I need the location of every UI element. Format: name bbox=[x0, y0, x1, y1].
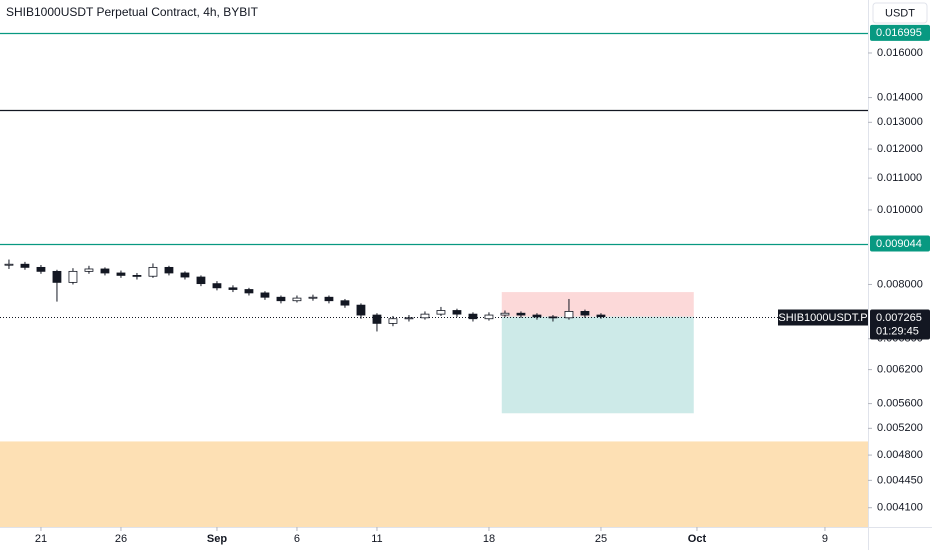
candle-body bbox=[116, 272, 126, 276]
candle-body bbox=[420, 313, 430, 319]
candle-body bbox=[148, 266, 158, 277]
candle-body bbox=[452, 310, 462, 315]
x-tick-label: 6 bbox=[294, 533, 300, 545]
price-label: 0.016995 bbox=[876, 27, 922, 39]
candle-body bbox=[580, 311, 590, 316]
y-tick-label: 0.010000 bbox=[877, 204, 923, 216]
axes: 0.016000 0.014000 0.013000 0.012000 0.011000… bbox=[35, 24, 930, 545]
candle-body bbox=[340, 300, 350, 306]
candle-body bbox=[292, 297, 302, 302]
y-tick-label: 0.013000 bbox=[877, 116, 923, 128]
candle-body bbox=[84, 268, 94, 272]
candle-body bbox=[260, 292, 270, 298]
x-tick-label: 26 bbox=[115, 533, 127, 545]
candle-body bbox=[228, 287, 238, 290]
target-area bbox=[501, 316, 694, 414]
candle-body bbox=[356, 304, 366, 316]
y-tick-label: 0.008000 bbox=[877, 278, 923, 290]
candle-body bbox=[164, 266, 174, 274]
x-tick-label: 18 bbox=[483, 533, 495, 545]
y-tick-label: 0.006200 bbox=[877, 364, 923, 376]
countdown-label: 01:29:45 bbox=[876, 325, 919, 337]
candle-body bbox=[372, 314, 382, 324]
candle-body bbox=[244, 289, 254, 294]
chart-title: SHIB1000USDT Perpetual Contract, 4h, BYB… bbox=[6, 5, 259, 19]
last-price-box bbox=[870, 309, 930, 340]
y-tick-label: 0.004450 bbox=[877, 474, 923, 486]
y-tick-label: 0.011000 bbox=[877, 172, 922, 184]
stop-area bbox=[501, 292, 694, 317]
y-tick-label: 0.012000 bbox=[877, 143, 923, 155]
candle-body bbox=[308, 296, 318, 299]
candle-body bbox=[388, 318, 398, 324]
candle-body bbox=[324, 296, 334, 302]
candle-body bbox=[212, 283, 222, 289]
candle-body bbox=[196, 276, 206, 285]
candle-body bbox=[436, 310, 446, 315]
candle-body bbox=[132, 275, 142, 277]
y-tick-label: 0.005600 bbox=[877, 397, 923, 409]
price-label-box bbox=[870, 235, 930, 252]
x-tick-label: Oct bbox=[688, 533, 707, 545]
x-tick-label: 21 bbox=[35, 533, 47, 545]
price-label-box bbox=[870, 24, 930, 41]
candle-body bbox=[532, 314, 542, 318]
candle-body bbox=[564, 311, 574, 319]
currency-button[interactable] bbox=[872, 2, 928, 24]
candle-body bbox=[484, 314, 494, 320]
candle-body bbox=[100, 268, 110, 274]
candle-body bbox=[4, 263, 14, 266]
candle-body bbox=[516, 312, 526, 316]
plot bbox=[0, 32, 868, 527]
y-tick-label: 0.004100 bbox=[877, 502, 923, 514]
zone bbox=[0, 441, 868, 527]
candle-body bbox=[68, 270, 78, 283]
price-label: 0.009044 bbox=[876, 238, 922, 250]
candle-body bbox=[20, 263, 30, 268]
candle-body bbox=[500, 312, 510, 316]
candle-body bbox=[180, 272, 190, 278]
candle-body bbox=[548, 316, 558, 319]
symbol-label: SHIB1000USDT.P bbox=[778, 312, 867, 324]
last-price-label: 0.007265 bbox=[876, 312, 922, 324]
candle-body bbox=[36, 266, 46, 272]
y-tick-label: 0.016000 bbox=[877, 47, 923, 59]
y-tick-label: 0.014000 bbox=[877, 91, 923, 103]
y-tick-label: 0.005200 bbox=[877, 422, 923, 434]
x-tick-label: Sep bbox=[207, 533, 227, 545]
symbol-label-box bbox=[778, 309, 868, 326]
currency-label: USDT bbox=[885, 7, 915, 19]
y-tick-label: 0.004800 bbox=[877, 449, 923, 461]
candle-body bbox=[468, 313, 478, 320]
x-tick-label: 9 bbox=[822, 533, 828, 545]
x-tick-label: 25 bbox=[595, 533, 607, 545]
candle-body bbox=[596, 314, 606, 318]
x-tick-label: 11 bbox=[371, 533, 382, 545]
candle-body bbox=[276, 296, 286, 302]
candle-body bbox=[404, 317, 414, 320]
candle-body bbox=[52, 270, 62, 283]
